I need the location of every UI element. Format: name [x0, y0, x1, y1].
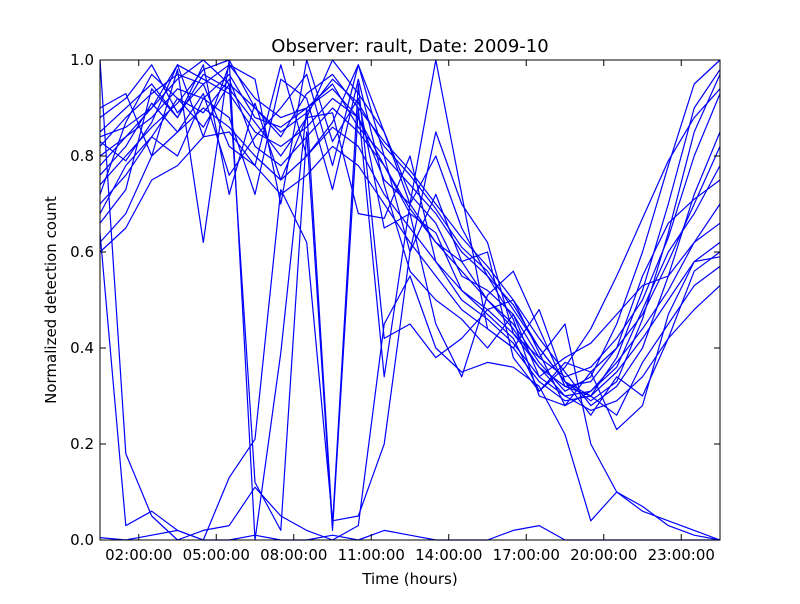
series-line-16 [99, 64, 721, 407]
series-line-15 [99, 64, 721, 392]
y-axis-title: Normalized detection count [42, 196, 60, 404]
x-tick-label: 14:00:00 [415, 546, 482, 564]
series-line-17 [99, 78, 721, 378]
x-tick-label: 11:00:00 [338, 546, 405, 564]
series-line-6 [99, 107, 721, 397]
series-line-18 [99, 59, 721, 416]
y-tick-label: 0.4 [70, 339, 94, 357]
y-tick-label: 0.8 [70, 147, 94, 165]
series-line-19 [99, 64, 721, 392]
plot-frame [99, 59, 721, 541]
series-line-13 [99, 59, 721, 541]
y-tick-label: 0.2 [70, 435, 94, 453]
x-tick-label: 17:00:00 [493, 546, 560, 564]
y-tick-label: 0.0 [70, 531, 94, 549]
y-tick-label: 0.6 [70, 243, 94, 261]
series-line-4 [99, 59, 721, 378]
series-line-3 [99, 59, 721, 407]
x-tick-label: 02:00:00 [105, 546, 172, 564]
x-tick-label: 20:00:00 [570, 546, 637, 564]
y-tick-label: 1.0 [70, 51, 94, 69]
x-axis-title: Time (hours) [361, 570, 457, 588]
x-tick-label: 23:00:00 [648, 546, 715, 564]
chart-title: Observer: rault, Date: 2009-10 [271, 36, 548, 57]
x-tick-label: 05:00:00 [183, 546, 250, 564]
tick-layer: 02:00:00 05:00:00 08:00:00 11:00:00 14:00:00… [70, 51, 720, 564]
x-tick-label: 08:00:00 [260, 546, 327, 564]
